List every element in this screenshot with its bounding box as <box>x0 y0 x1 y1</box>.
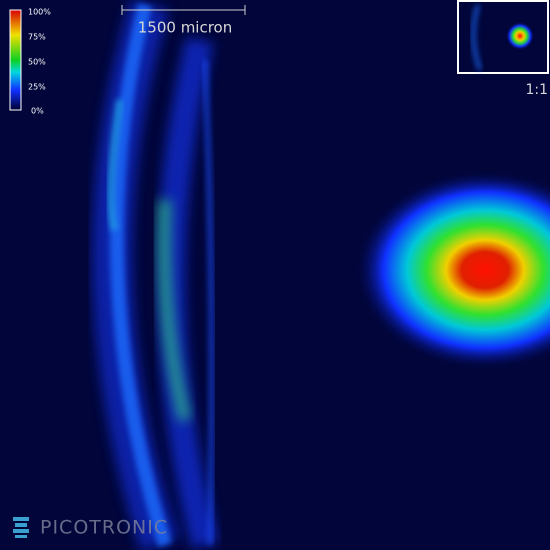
colorbar-label: 75% <box>28 33 46 42</box>
fringe-pattern <box>92 0 219 550</box>
colorbar <box>9 9 22 111</box>
beam-spot <box>355 170 550 370</box>
logo-text: PICOTRONIC <box>40 517 168 539</box>
colorbar-label: 0% <box>31 107 44 116</box>
inset <box>457 0 549 74</box>
colorbar-label: 25% <box>28 83 46 92</box>
inset-scale-label: 1:1 <box>525 82 548 98</box>
scale-bar-label: 1500 micron <box>138 19 233 37</box>
scale-bar <box>121 5 246 15</box>
colorbar-label: 100% <box>28 8 51 17</box>
colorbar-label: 50% <box>28 58 46 67</box>
logo-icon <box>13 517 29 538</box>
